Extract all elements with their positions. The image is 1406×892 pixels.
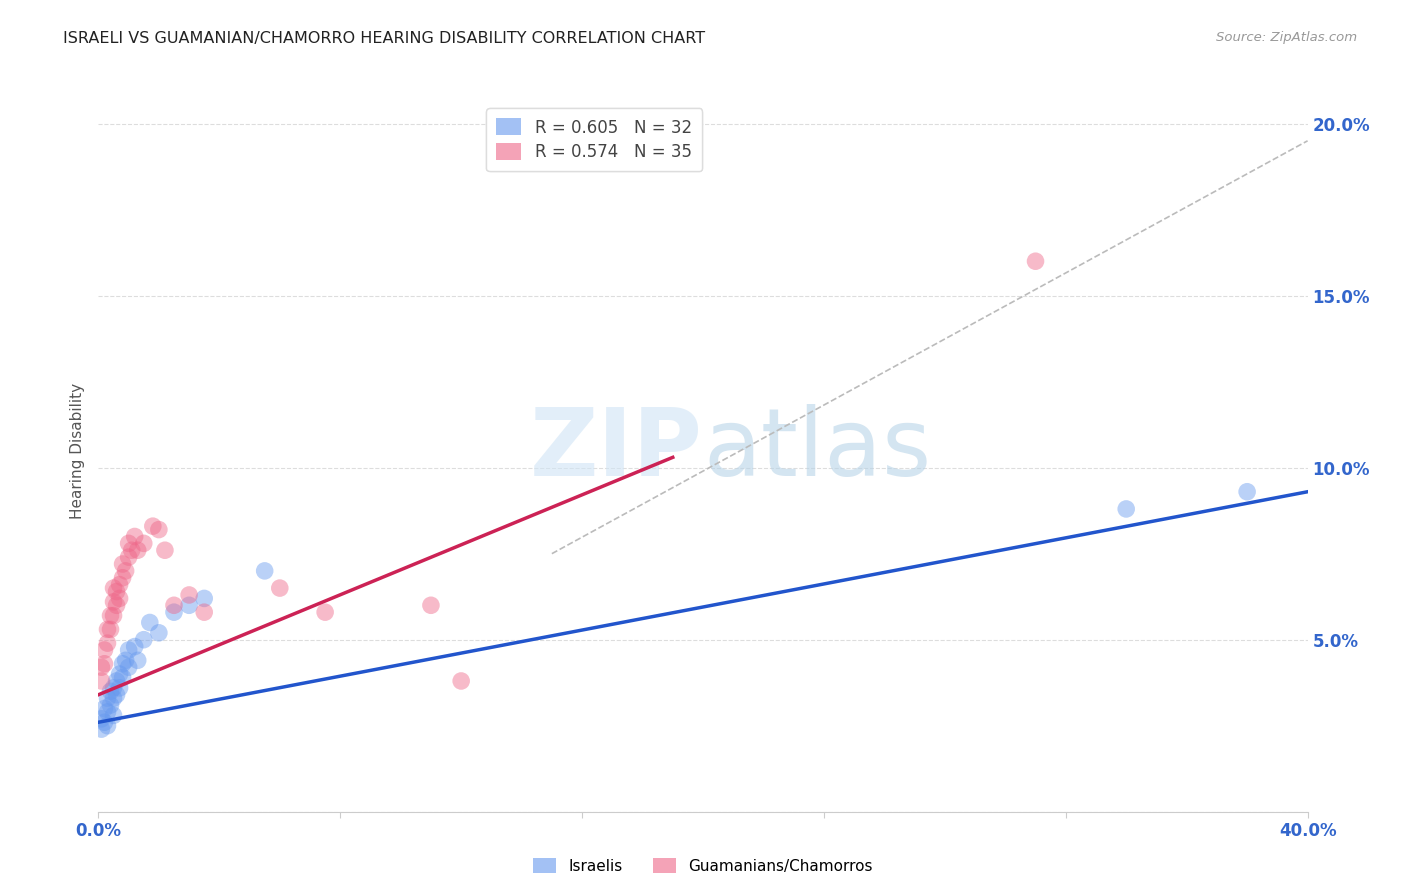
Point [118,536,141,550]
Point [179,599,201,613]
Point [103,608,125,623]
Point [100,698,122,712]
Point [193,605,215,619]
Point [93,657,115,671]
Text: Source: ZipAtlas.com: Source: ZipAtlas.com [1216,31,1357,45]
Point [153,543,176,558]
Legend: R = 0.605   N = 32, R = 0.574   N = 35: R = 0.605 N = 32, R = 0.574 N = 35 [486,108,702,171]
Point [269,581,291,595]
Point [103,681,125,695]
Point [420,599,443,613]
Point [90,660,112,674]
Point [118,550,141,565]
Point [114,564,136,578]
Point [103,581,125,595]
Point [90,722,112,736]
Point [93,701,115,715]
Point [179,588,201,602]
Point [111,671,134,685]
Point [314,605,336,619]
Point [193,591,215,606]
Point [103,691,125,706]
Point [90,673,112,688]
Point [148,625,170,640]
Point [90,712,112,726]
Point [118,643,141,657]
Point [111,557,134,571]
Point [1236,484,1258,499]
Point [124,640,146,654]
Point [103,595,125,609]
Point [1115,502,1137,516]
Point [96,719,118,733]
Point [163,599,186,613]
Point [96,636,118,650]
Point [93,643,115,657]
Text: atlas: atlas [703,404,931,497]
Point [114,653,136,667]
Point [108,577,131,591]
Point [105,599,128,613]
Point [142,519,165,533]
Point [148,523,170,537]
Point [93,715,115,730]
Point [132,632,155,647]
Legend: Israelis, Guamanians/Chamorros: Israelis, Guamanians/Chamorros [527,852,879,880]
Point [118,660,141,674]
Point [100,684,122,698]
Point [96,623,118,637]
Point [450,673,472,688]
Point [108,681,131,695]
Point [1024,254,1046,268]
Point [163,605,186,619]
Point [124,529,146,543]
Point [105,584,128,599]
Y-axis label: Hearing Disability: Hearing Disability [69,383,84,518]
Text: ZIP: ZIP [530,404,703,497]
Point [103,708,125,723]
Point [100,623,122,637]
Point [121,543,143,558]
Point [127,543,149,558]
Point [108,591,131,606]
Point [105,673,128,688]
Point [100,608,122,623]
Point [132,536,155,550]
Point [105,688,128,702]
Point [253,564,276,578]
Point [111,571,134,585]
Point [111,657,134,671]
Point [108,667,131,681]
Point [96,691,118,706]
Point [139,615,162,630]
Point [96,705,118,719]
Point [127,653,149,667]
Text: ISRAELI VS GUAMANIAN/CHAMORRO HEARING DISABILITY CORRELATION CHART: ISRAELI VS GUAMANIAN/CHAMORRO HEARING DI… [63,31,706,46]
